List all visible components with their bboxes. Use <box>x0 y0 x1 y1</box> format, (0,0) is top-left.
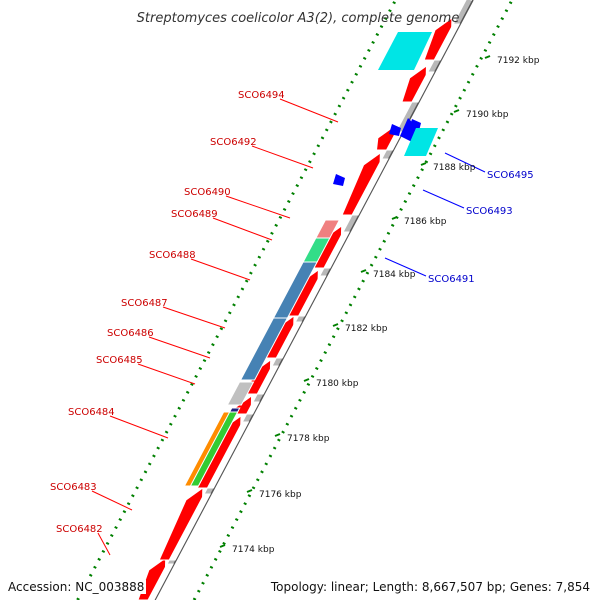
tick-mark <box>303 378 310 382</box>
gene-highlight <box>147 563 174 600</box>
tick-mark <box>420 162 427 166</box>
tick-mark <box>453 109 460 113</box>
forward-leader-line <box>137 363 196 385</box>
steelblue-block-2 <box>239 317 289 381</box>
forward-leader-line <box>251 145 314 169</box>
forward-leader-line <box>91 490 133 511</box>
forward-gene-label: SCO6490 <box>184 187 231 198</box>
gene-highlight <box>433 23 461 61</box>
forward-leader-line <box>162 306 226 329</box>
forward-leader-line <box>97 532 111 556</box>
green-block-2 <box>189 411 239 487</box>
gene-highlight <box>206 421 250 489</box>
tick-label: 7188 kbp <box>433 163 476 173</box>
tick-label: 7178 kbp <box>287 434 330 444</box>
tick-label: 7174 kbp <box>232 545 275 555</box>
accession-text: Accession: NC_003888 <box>6 580 147 594</box>
forward-leader-line <box>279 98 339 123</box>
forward-gene-label: SCO6486 <box>107 328 154 339</box>
grey-block <box>226 381 255 406</box>
gene-highlight <box>256 365 279 395</box>
forward-gene-label: SCO6482 <box>56 524 103 535</box>
gene-highlight <box>297 275 327 317</box>
forward-gene-label: SCO6484 <box>68 407 115 418</box>
gene-highlight <box>351 158 389 216</box>
tick-mark <box>391 216 398 220</box>
tick-label: 7184 kbp <box>373 270 416 280</box>
tick-mark <box>360 269 367 273</box>
forward-leader-line <box>190 258 251 281</box>
reverse-gene-marker <box>389 124 401 136</box>
topology-text: Topology: linear; Length: 8,667,507 bp; … <box>268 580 592 594</box>
forward-gene-label: SCO6483 <box>50 482 97 493</box>
tick-label: 7180 kbp <box>316 379 359 389</box>
forward-leader-line <box>225 195 291 219</box>
forward-gene-label: SCO6488 <box>149 250 196 261</box>
label-leaders <box>91 98 486 556</box>
forward-leader-line <box>212 217 273 241</box>
forward-gene-label: SCO6485 <box>96 355 143 366</box>
gene-highlight <box>275 321 303 359</box>
reverse-gene-label: SCO6495 <box>487 170 534 181</box>
reverse-gene-label: SCO6493 <box>466 206 513 217</box>
tick-mark <box>484 55 491 59</box>
tick-label: 7192 kbp <box>497 56 540 66</box>
cyan-gene-block-top <box>378 32 432 70</box>
reverse-leader-line <box>384 257 427 277</box>
forward-gene-label: SCO6489 <box>171 209 218 220</box>
gene-highlight <box>245 401 260 415</box>
tick-mark <box>219 544 226 548</box>
tick-label: 7186 kbp <box>404 217 447 227</box>
map-title: Streptomyces coelicolor A3(2), complete … <box>137 11 460 26</box>
forward-gene-label: SCO6494 <box>238 90 285 101</box>
scale-ticks: 7174 kbp 7176 kbp 7178 kbp 7180 kbp 7182 kbp… <box>219 55 540 555</box>
tick-label: 7182 kbp <box>345 324 388 334</box>
gene-highlight <box>168 493 212 561</box>
tick-label: 7176 kbp <box>259 490 302 500</box>
gene-track <box>137 0 474 600</box>
tick-mark <box>332 323 339 327</box>
reverse-gene-marker <box>333 174 345 186</box>
tick-label: 7190 kbp <box>466 110 509 120</box>
gene-highlight <box>323 231 350 269</box>
reverse-leader-line <box>444 152 486 173</box>
tick-mark <box>246 489 253 493</box>
reverse-leader-line <box>422 189 465 209</box>
tick-mark <box>274 433 281 437</box>
forward-gene-label: SCO6487 <box>121 298 168 309</box>
forward-gene-label: SCO6492 <box>210 137 257 148</box>
cyan-gene-block <box>404 128 438 156</box>
gene-labels: SCO6482 SCO6483 SCO6484 SCO6485 SCO6486 SCO64… <box>50 90 534 535</box>
gene-highlight <box>411 71 435 103</box>
reverse-gene-label: SCO6491 <box>428 274 475 285</box>
gene-highlight <box>385 131 403 151</box>
forward-leader-line <box>148 336 211 359</box>
forward-leader-line <box>109 415 169 439</box>
backbone-edge <box>154 0 474 600</box>
